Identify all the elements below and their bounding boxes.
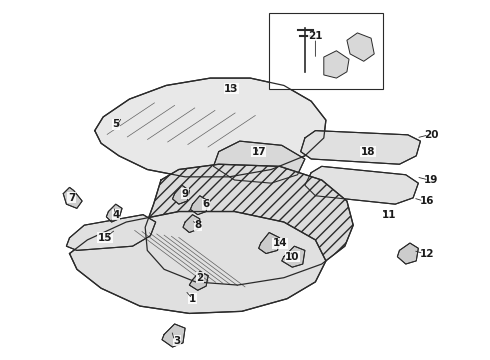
Bar (269, 13, 383, 89)
Polygon shape (189, 271, 208, 290)
Text: 11: 11 (382, 210, 396, 220)
Text: 12: 12 (419, 248, 434, 258)
Polygon shape (301, 131, 420, 164)
Text: 5: 5 (112, 119, 120, 129)
Text: 1: 1 (189, 294, 196, 304)
Text: 18: 18 (361, 147, 375, 157)
Text: 6: 6 (202, 199, 210, 209)
Polygon shape (162, 324, 185, 347)
Polygon shape (63, 187, 82, 208)
Text: 13: 13 (224, 84, 239, 94)
Text: 2: 2 (196, 273, 203, 283)
Text: 9: 9 (182, 189, 189, 199)
Polygon shape (324, 51, 349, 78)
Polygon shape (66, 215, 156, 251)
Text: 10: 10 (285, 252, 299, 262)
Polygon shape (259, 233, 280, 253)
Polygon shape (397, 243, 418, 264)
Polygon shape (106, 204, 122, 222)
Polygon shape (95, 78, 326, 177)
Text: 16: 16 (419, 196, 434, 206)
Polygon shape (191, 196, 208, 215)
Text: 21: 21 (308, 31, 322, 41)
Polygon shape (214, 141, 305, 183)
Polygon shape (145, 164, 353, 285)
Polygon shape (282, 246, 305, 267)
Polygon shape (347, 33, 374, 61)
Text: 3: 3 (173, 336, 180, 346)
Text: 8: 8 (194, 220, 201, 230)
Polygon shape (183, 215, 200, 233)
Text: 19: 19 (424, 175, 438, 185)
Polygon shape (172, 185, 189, 204)
Text: 15: 15 (98, 233, 113, 243)
Polygon shape (305, 166, 418, 204)
Text: 14: 14 (272, 238, 287, 248)
Text: 7: 7 (68, 193, 75, 203)
Polygon shape (70, 212, 326, 314)
Text: 20: 20 (424, 130, 438, 140)
Text: 17: 17 (251, 147, 266, 157)
Text: 4: 4 (112, 210, 120, 220)
